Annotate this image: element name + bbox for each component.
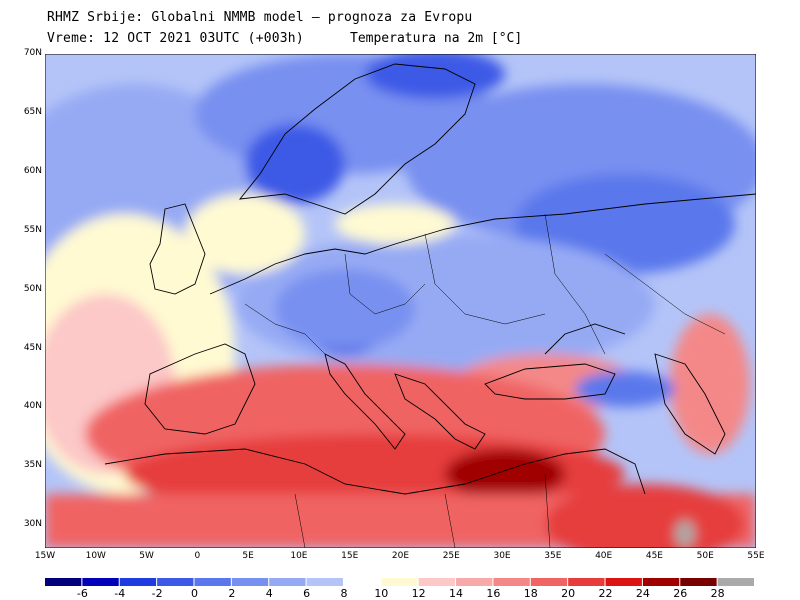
legend-label-8: 8 — [340, 587, 348, 600]
lon-label-10E: 10E — [290, 551, 308, 561]
lat-label-55N: 55N — [23, 225, 42, 235]
legend-label-18: 18 — [523, 587, 538, 600]
legend-swatch-7 — [306, 578, 343, 586]
legend-swatch-17 — [680, 578, 717, 586]
lat-label-30N: 30N — [23, 519, 42, 529]
lon-label-50E: 50E — [696, 551, 714, 561]
title-variable: Temperatura na 2m [°C] — [350, 31, 523, 46]
legend-label-24: 24 — [635, 587, 650, 600]
legend-label-6: 6 — [303, 587, 311, 600]
lon-label-10W: 10W — [85, 551, 106, 561]
lon-label-0: 0 — [194, 551, 201, 561]
legend-swatch-14 — [568, 578, 605, 586]
legend-label-10: 10 — [374, 587, 389, 600]
lon-label-30E: 30E — [493, 551, 511, 561]
lon-label-35E: 35E — [544, 551, 562, 561]
lon-label-5W: 5W — [139, 551, 154, 561]
legend-label-12: 12 — [411, 587, 426, 600]
lat-label-65N: 65N — [23, 107, 42, 117]
country-borders — [244, 213, 726, 548]
legend-swatch-6 — [269, 578, 306, 586]
lat-label-60N: 60N — [23, 166, 42, 176]
title-line-1: RHMZ Srbije: Globalni NMMB model — progn… — [47, 10, 473, 25]
legend-swatch-2 — [119, 578, 157, 586]
coastlines — [104, 63, 756, 495]
legend-label-4: 4 — [265, 587, 273, 600]
legend-label--6: -6 — [76, 587, 88, 600]
legend-label-16: 16 — [486, 587, 501, 600]
temperature-map[interactable] — [45, 54, 756, 548]
lat-label-45N: 45N — [23, 343, 42, 353]
legend-swatch-9 — [381, 578, 418, 586]
legend-label-20: 20 — [561, 587, 576, 600]
lat-label-50N: 50N — [23, 284, 42, 294]
lon-label-20E: 20E — [391, 551, 410, 561]
lon-label-25E: 25E — [442, 551, 460, 561]
legend-swatch-13 — [530, 578, 568, 586]
legend-swatch-11 — [456, 578, 493, 586]
lon-label-45E: 45E — [645, 551, 663, 561]
legend-swatch-16 — [642, 578, 680, 586]
legend-label-14: 14 — [449, 587, 464, 600]
legend-swatch-4 — [194, 578, 231, 586]
lat-label-35N: 35N — [23, 460, 42, 470]
legend-swatch-15 — [605, 578, 642, 586]
legend-swatch-5 — [231, 578, 269, 586]
lon-label-5E: 5E — [242, 551, 254, 561]
lat-label-70N: 70N — [23, 48, 42, 58]
legend-swatch-10 — [418, 578, 456, 586]
legend-swatch-1 — [82, 578, 119, 586]
lon-label-40E: 40E — [595, 551, 613, 561]
legend-swatch-8 — [343, 578, 381, 586]
lat-label-40N: 40N — [23, 401, 42, 411]
legend-label-2: 2 — [228, 587, 236, 600]
legend-swatch-12 — [493, 578, 530, 586]
legend-swatch-0 — [45, 578, 82, 586]
lon-label-15W: 15W — [34, 551, 56, 561]
lon-label-55E: 55E — [747, 551, 765, 561]
legend-label-0: 0 — [190, 587, 198, 600]
legend-label-22: 22 — [598, 587, 613, 600]
legend-swatch-3 — [157, 578, 194, 586]
legend-label-26: 26 — [673, 587, 688, 600]
legend-label--2: -2 — [151, 587, 163, 600]
legend-label--4: -4 — [114, 587, 126, 600]
legend-label-28: 28 — [710, 587, 725, 600]
lon-label-15E: 15E — [341, 551, 359, 561]
legend-swatch-18 — [717, 578, 754, 586]
color-legend — [45, 578, 754, 586]
title-line-2: Vreme: 12 OCT 2021 03UTC (+003h) — [47, 31, 304, 46]
